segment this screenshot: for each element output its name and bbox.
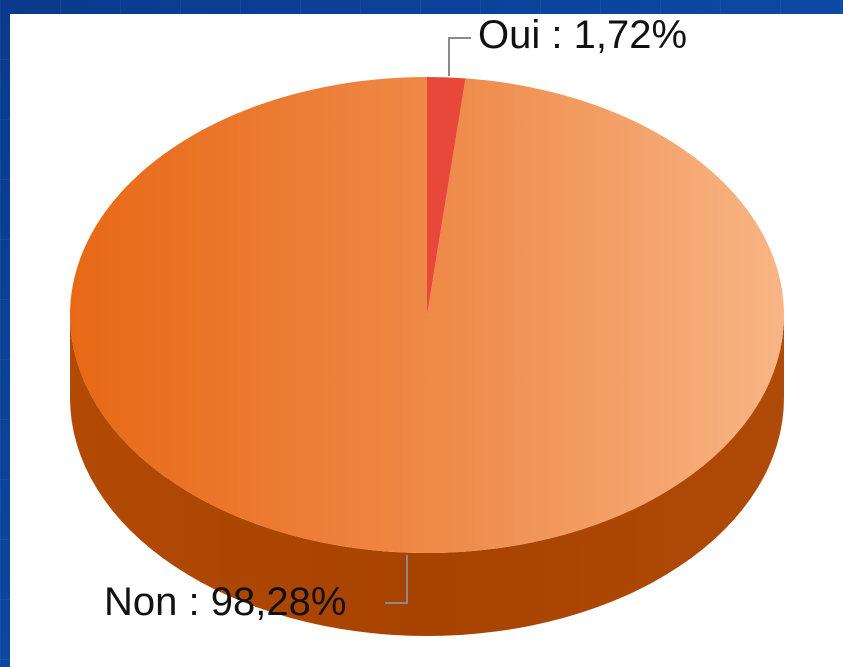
slice-oui xyxy=(427,77,466,315)
label-group: Oui : 1,72% Non : 98,28% xyxy=(104,13,687,624)
leader-line-oui xyxy=(448,37,471,76)
slice-non xyxy=(70,77,785,553)
leader-line-non xyxy=(385,555,408,604)
pie-side-wall xyxy=(70,315,784,636)
label-oui: Oui : 1,72% xyxy=(478,13,687,57)
pie-group xyxy=(70,77,785,636)
label-non: Non : 98,28% xyxy=(104,580,346,624)
